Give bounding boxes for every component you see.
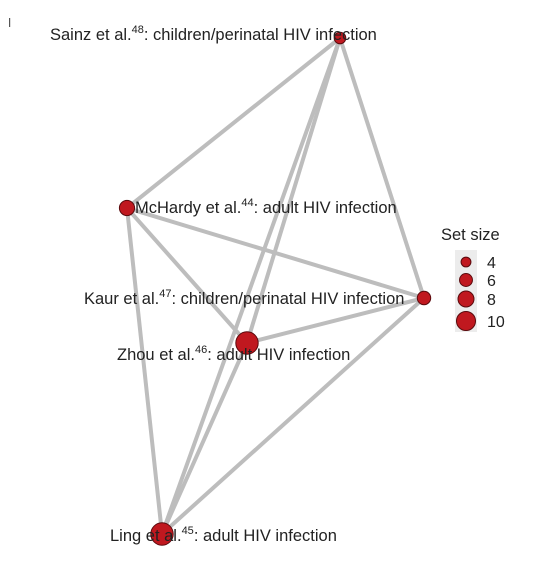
corner-tick-mark [9, 18, 11, 27]
legend-label-8: 8 [487, 292, 496, 309]
node-label-mchardy: McHardy et al.44: adult HIV infection [135, 197, 397, 217]
node-sainz [333, 31, 347, 45]
edge-layer [125, 36, 426, 536]
node-mchardy [118, 199, 136, 217]
node-kaur [416, 290, 432, 306]
legend: Set size 46 8 10 [441, 226, 505, 332]
edge-mchardy-kaur [125, 206, 426, 300]
edge-sainz-mchardy [125, 36, 342, 210]
legend-circle-10 [455, 310, 477, 332]
legend-label-6: 6 [487, 273, 496, 290]
edge-mchardy-ling [125, 206, 164, 536]
node-layer [118, 31, 432, 546]
node-label-sainz: Sainz et al.48: children/perinatal HIV i… [50, 24, 377, 44]
node-label-kaur: Kaur et al.47: children/perinatal HIV in… [84, 288, 404, 308]
edge-kaur-zhou [245, 296, 426, 345]
node-zhou [235, 331, 259, 355]
edge-sainz-kaur [338, 36, 426, 300]
legend-circle-4 [460, 256, 472, 268]
edge-sainz-ling [160, 36, 342, 536]
legend-circle-6 [459, 273, 473, 287]
legend-title: Set size [441, 226, 500, 244]
node-label-zhou: Zhou et al.46: adult HIV infection [117, 344, 350, 364]
edge-sainz-zhou [245, 36, 342, 345]
legend-label-4: 4 [487, 255, 496, 272]
legend-label-10: 10 [487, 314, 505, 331]
edge-kaur-ling [160, 296, 426, 536]
label-layer: Sainz et al.48: children/perinatal HIV i… [50, 24, 404, 545]
legend-circle-8 [457, 290, 475, 308]
node-ling [150, 522, 174, 546]
node-label-ling: Ling et al.45: adult HIV infection [110, 525, 337, 545]
edge-mchardy-zhou [125, 206, 249, 345]
legend-items: 46 8 10 [455, 255, 505, 332]
edge-zhou-ling [160, 341, 249, 536]
